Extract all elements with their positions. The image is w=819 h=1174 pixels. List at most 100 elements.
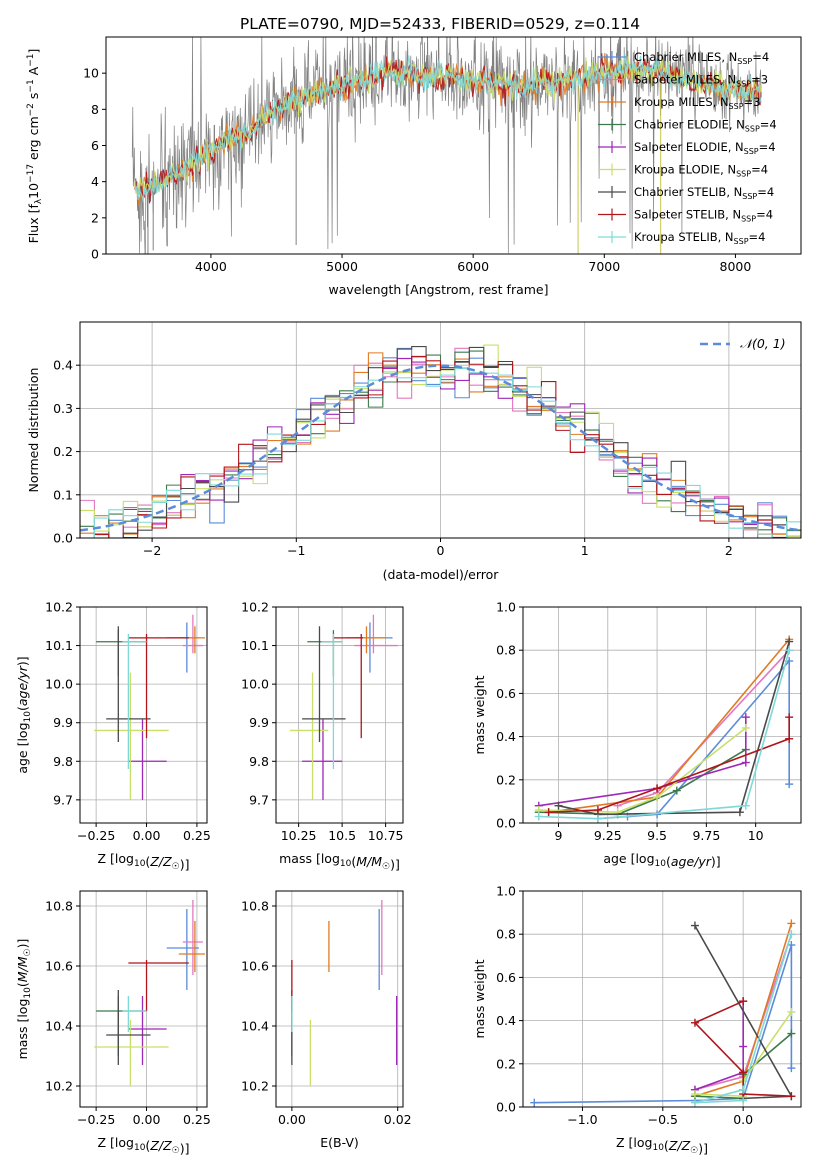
mass_vs_ebv-plot	[291, 900, 398, 1086]
legend-label-salpeter_elodie: Salpeter ELODIE, NSSP=4	[634, 140, 776, 156]
weight_vs_age-ytick-label: 0.0	[496, 816, 516, 831]
spectrum-ytick-label: 6	[91, 138, 99, 153]
spectrum-xlabel: wavelength [Angstrom, rest frame]	[328, 282, 548, 297]
mass_vs_Z-ytick-label: 10.8	[45, 899, 73, 914]
weight_vs_Z-frame-rect	[522, 890, 802, 1108]
residual_histogram-axes	[80, 322, 801, 539]
model-spectrum-kroupa_stelib	[134, 53, 762, 202]
weight_vs_Z-line-salpeter_elodie	[694, 1001, 744, 1091]
weight_vs_Z-xlabel-part: )]	[698, 1141, 708, 1156]
weight_vs_age-plot	[534, 635, 794, 823]
spectrum-axes	[131, 37, 762, 254]
age_vs_mass-xlabel-part: ☉	[382, 862, 390, 872]
age_vs_mass-xlabel-part: )]	[390, 857, 400, 872]
residual_histogram-xtick-label: 1	[581, 543, 589, 558]
legend-label-value: =4	[759, 140, 776, 154]
weight_vs_age-xlabel-part: )]	[711, 854, 721, 869]
residual_histogram-ytick-label: 0.1	[53, 487, 73, 502]
spectrum-frame: 4000 5000 6000 7000 8000 0 2 4 6 8 10	[83, 36, 802, 274]
legend-label-text: Chabrier STELIB, N	[634, 185, 742, 199]
spectrum-ylabel-part: λ	[34, 198, 44, 204]
weight_vs_age-ytick-label: 1.0	[496, 600, 516, 615]
spectrum-ytick-label: 0	[91, 247, 99, 262]
legend-label-kroupa_stelib: Kroupa STELIB, NSSP=4	[634, 230, 765, 246]
legend-label-kroupa_elodie: Kroupa ELODIE, NSSP=4	[634, 163, 768, 179]
model-spectrum-kroupa_elodie	[134, 56, 762, 196]
weight_vs_Z-xlabel-part: Z [log	[616, 1135, 652, 1150]
legend-label-sub: SSP	[734, 237, 749, 246]
weight_vs_Z-ytick-label: 0.6	[496, 970, 516, 985]
residual_histogram-ytick-label: 0.0	[53, 531, 73, 546]
legend-label-text: Chabrier ELODIE, N	[634, 118, 745, 132]
age_vs_mass-ytick-label: 9.7	[249, 792, 269, 807]
histogram-ylabel: Normed distribution	[26, 368, 41, 493]
mass_vs_Z-xtick-label: −0.25	[77, 1112, 115, 1127]
age_vs_mass-xlabel-part: mass [log	[279, 851, 340, 866]
weight_vs_Z-ytick-label: 1.0	[496, 884, 516, 899]
legend-label-value: =4	[751, 163, 768, 177]
weight_vs_Z-xtick-label: −1.0	[567, 1112, 597, 1127]
legend-label-text: Chabrier MILES, N	[634, 50, 737, 64]
spectrum-ylabel-part: −17	[26, 164, 36, 183]
legend-label-sub: SSP	[742, 192, 757, 201]
legend-label-value: =4	[756, 208, 773, 222]
age_vs_Z-ytick-label: 9.8	[53, 754, 73, 769]
age_vs_mass-plot	[289, 614, 398, 800]
legend-label-value: =4	[760, 118, 777, 132]
age_vs_mass-xlabel-part: M/M	[356, 854, 382, 869]
spectrum-ytick-label: 4	[91, 174, 99, 189]
mass_vs_ebv-frame-rect	[275, 890, 404, 1108]
residual_histogram-frame: −2 −1 0 1 2 0.0 0.1 0.2 0.3 0.4	[53, 321, 802, 558]
weight_vs_Z-xlabel-part: 10	[652, 1143, 664, 1153]
spectrum-ylabel-part: s	[26, 93, 41, 104]
weight_vs_age-frame-rect	[522, 606, 802, 824]
spectrum-ylabel: Flux [fλ10−17 erg cm−2 s−1 A−1]	[26, 49, 44, 244]
mass_vs_Z-ylabel-part: M/M	[15, 956, 30, 982]
histogram-kroupa_stelib	[80, 367, 801, 538]
residual_histogram-xtick-label: 2	[725, 543, 733, 558]
age_vs_Z-xlabel-part: Z/Z	[149, 854, 172, 869]
legend-label-text: Kroupa MILES, N	[634, 95, 729, 109]
age_vs_Z-ytick-label: 10.0	[45, 677, 73, 692]
histogram-salpeter_elodie	[80, 358, 801, 538]
age_vs_Z-axes	[80, 606, 207, 823]
age_vs_Z-frame-rect	[79, 606, 208, 824]
weight_vs_Z-line-kroupa_stelib	[694, 933, 793, 1104]
residual_histogram-ytick-label: 0.2	[53, 444, 73, 459]
weight_vs_age-frame: 9 9.25 9.5 9.75 10 0.0 0.2 0.4 0.6 0.8 1.0	[496, 600, 802, 843]
residual_histogram-ytick-label: 0.4	[53, 358, 73, 373]
weight_vs_age-axes	[523, 606, 801, 824]
spectrum-ylabel-part: −1	[26, 54, 36, 67]
spectrum-xtick-label: 4000	[195, 259, 227, 274]
mass_vs_ebv-ytick-label: 10.4	[241, 1019, 269, 1034]
spectrum-xtick-label: 7000	[588, 259, 620, 274]
weight_vs_age-xlabel: age [log10(age/yr)]	[603, 851, 720, 869]
mass_vs_Z-ylabel: mass [log10(M/M☉)]	[15, 939, 33, 1060]
spectrum-ylabel-part: Flux [f	[26, 204, 41, 244]
age_vs_mass-xtick-label: 10.75	[368, 828, 404, 843]
age_vs_mass-ytick-label: 10.0	[241, 677, 269, 692]
mass_vs_Z-axes	[80, 891, 207, 1107]
weight_vs_age-ytick-label: 0.8	[496, 643, 516, 658]
weight_vs_Z-xtick-label: 0.0	[733, 1112, 753, 1127]
mass_vs_ebv-axes	[276, 891, 403, 1107]
legend-label-sub: SSP	[745, 125, 760, 134]
weight_vs_age-line-chabrier_stelib	[558, 641, 790, 816]
age_vs_mass-axes	[276, 606, 403, 823]
age_vs_Z-xlabel-part: ☉	[172, 862, 180, 872]
weight_vs_age-ytick-label: 0.6	[496, 686, 516, 701]
mass_vs_Z-frame: −0.25 0.00 0.25 10.2 10.4 10.6 10.8	[45, 890, 211, 1127]
weight_vs_Z-plot	[530, 919, 796, 1107]
age_vs_Z-xtick-label: 0.25	[183, 828, 211, 843]
age_vs_Z-frame: −0.25 0.00 0.25 9.7 9.8 9.9 10.0 10.1 10.2	[45, 600, 211, 844]
legend-label-value: =4	[749, 230, 766, 244]
legend-label-text: Kroupa STELIB, N	[634, 230, 734, 244]
weight_vs_Z-ytick-label: 0.2	[496, 1056, 516, 1071]
legend-label-salpeter_miles: Salpeter MILES, NSSP=3	[634, 73, 768, 89]
mass_vs_Z-ylabel-part: (	[15, 982, 30, 987]
weight_vs_Z-ylabel: mass weight	[472, 959, 487, 1038]
mass_vs_Z-ytick-label: 10.2	[45, 1079, 73, 1094]
